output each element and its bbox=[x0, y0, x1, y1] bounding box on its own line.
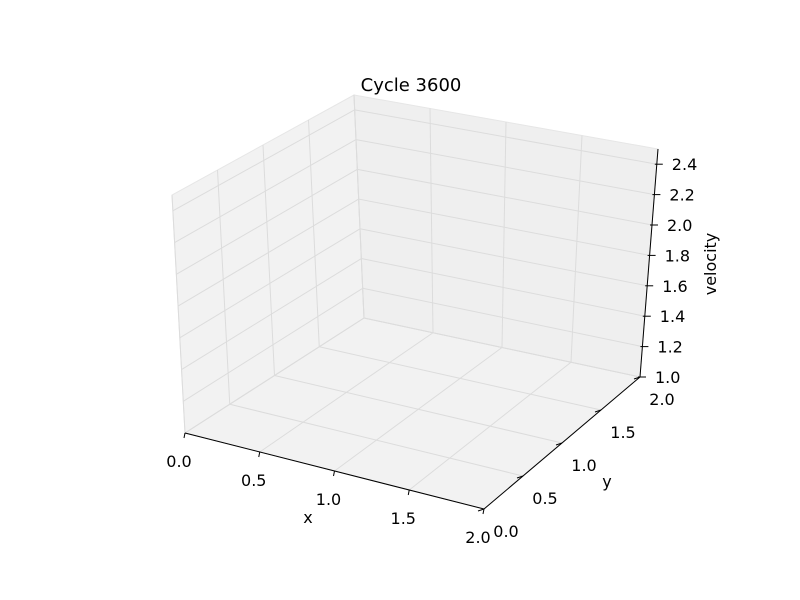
y-tick bbox=[555, 442, 563, 446]
z-axis-label: velocity bbox=[701, 233, 720, 296]
z-tick-label: 1.6 bbox=[662, 277, 687, 296]
z-grid-line bbox=[174, 139, 357, 244]
x-tick-label: 2.0 bbox=[465, 528, 490, 547]
y-grid-line bbox=[262, 144, 275, 376]
z-tick-label: 1.8 bbox=[665, 246, 690, 265]
x-tick bbox=[333, 470, 335, 477]
x-tick-label: 0.5 bbox=[241, 471, 266, 490]
x-tick bbox=[183, 432, 186, 439]
y-tick-label: 0.0 bbox=[493, 522, 518, 541]
z-grid-line bbox=[361, 258, 645, 317]
z-grid-line bbox=[354, 109, 657, 165]
y-tick-label: 0.5 bbox=[532, 489, 557, 508]
x-axis-label: x bbox=[303, 508, 312, 527]
z-grid-line bbox=[184, 317, 365, 434]
y-tick-label: 1.0 bbox=[571, 456, 596, 475]
y-tick-label: 2.0 bbox=[649, 390, 674, 409]
y-grid-line bbox=[308, 119, 320, 347]
z-grid-line bbox=[179, 228, 361, 339]
chart-title: Cycle 3600 bbox=[361, 75, 462, 96]
grid-lines bbox=[171, 94, 659, 510]
z-tick-label: 1.2 bbox=[657, 338, 682, 357]
x-grid-line bbox=[570, 135, 583, 363]
z-grid-line bbox=[181, 258, 362, 370]
z-tick-label: 1.0 bbox=[655, 368, 680, 387]
z-tick-label: 1.4 bbox=[660, 307, 685, 326]
y-axis-label: y bbox=[602, 472, 611, 491]
z-grid-line bbox=[177, 198, 359, 307]
y-grid-line bbox=[229, 403, 524, 477]
y-tick bbox=[516, 475, 524, 479]
z-grid-line bbox=[176, 168, 358, 275]
x-grid-line bbox=[429, 108, 434, 333]
x-tick bbox=[258, 451, 261, 458]
z-tick-label: 2.0 bbox=[667, 216, 692, 235]
tick-labels: 0.00.51.01.52.0 0.00.51.01.52.01.01.21.41… bbox=[166, 155, 697, 547]
x-tick-label: 1.0 bbox=[316, 490, 341, 509]
tick-marks bbox=[183, 163, 663, 515]
z-axis-line bbox=[639, 148, 659, 378]
x-tick-label: 0.0 bbox=[166, 452, 191, 471]
z-grid-line bbox=[355, 139, 655, 196]
z-tick-label: 2.4 bbox=[672, 155, 697, 174]
z-grid-line bbox=[363, 317, 641, 378]
z-grid-line bbox=[183, 287, 363, 402]
x-tick bbox=[482, 508, 485, 515]
y-tick-label: 1.5 bbox=[610, 423, 635, 442]
z-grid-line bbox=[358, 198, 650, 256]
y-grid-line bbox=[353, 94, 365, 319]
z-grid-line bbox=[362, 287, 643, 348]
y-grid-line bbox=[319, 346, 602, 411]
x-tick bbox=[407, 489, 410, 496]
y-grid-line bbox=[217, 169, 231, 405]
z-tick-label: 2.2 bbox=[669, 186, 694, 205]
z-grid-line bbox=[357, 168, 653, 226]
x-tick-label: 1.5 bbox=[391, 509, 416, 528]
y-tick bbox=[477, 508, 485, 512]
y-grid-line bbox=[274, 375, 563, 444]
x-grid-line bbox=[501, 121, 507, 348]
y-grid-line bbox=[171, 194, 186, 434]
y-tick bbox=[594, 409, 602, 413]
z-grid-line bbox=[172, 109, 355, 212]
z-grid-line bbox=[359, 228, 648, 287]
